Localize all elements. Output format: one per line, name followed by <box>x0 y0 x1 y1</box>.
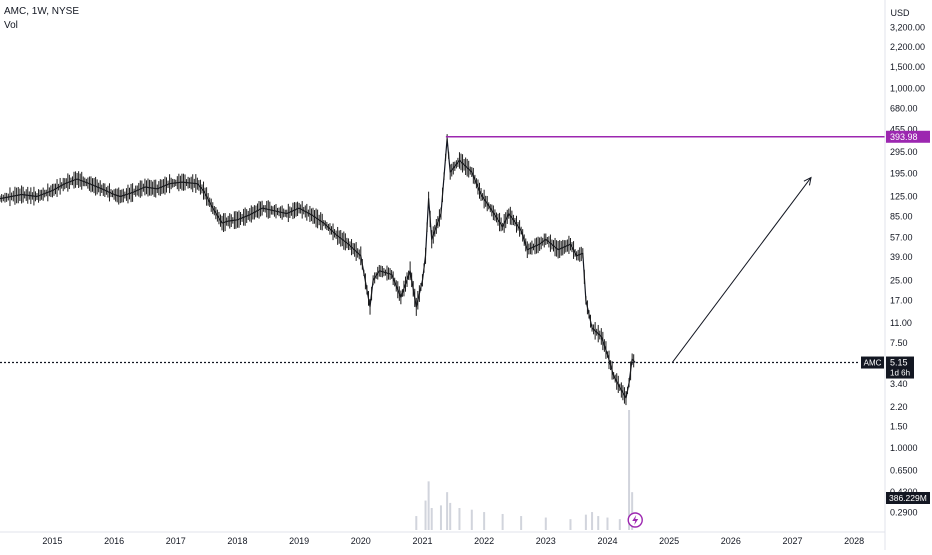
currency-label[interactable]: USD <box>890 8 910 18</box>
volume-bar <box>628 410 631 530</box>
x-tick-label: 2026 <box>721 536 741 546</box>
volume-bar <box>470 509 473 530</box>
volume-bar <box>458 508 461 530</box>
x-tick-label: 2015 <box>42 536 62 546</box>
volume-indicator-label[interactable]: Vol <box>4 20 18 31</box>
volume-axis-badge <box>886 492 930 504</box>
volume-bar <box>483 512 486 530</box>
y-tick-label: 7.50 <box>890 338 908 348</box>
x-tick-label: 2016 <box>104 536 124 546</box>
y-tick-label: 1.0000 <box>890 443 918 453</box>
symbol-badge-text: AMC <box>864 359 882 368</box>
volume-bar <box>591 512 594 530</box>
volume-bar <box>520 516 523 530</box>
price-series <box>0 134 636 406</box>
x-tick-label: 2022 <box>474 536 494 546</box>
volume-bars <box>415 410 634 530</box>
volume-bar <box>430 508 433 530</box>
y-tick-label: 3.40 <box>890 379 908 389</box>
y-tick-label: 1.50 <box>890 422 908 432</box>
y-tick-label: 25.00 <box>890 275 913 285</box>
y-tick-label: 39.00 <box>890 252 913 262</box>
price-axis[interactable]: USD 3,200.00 2,200.00 1,500.00 1,000.00 680.0… <box>884 0 925 550</box>
chart-legend: AMC, 1W, NYSE Vol <box>4 5 79 33</box>
x-tick-label: 2028 <box>844 536 864 546</box>
y-tick-label: 455.00 <box>890 124 918 134</box>
volume-bar <box>584 514 587 530</box>
y-tick-label: 1,000.00 <box>890 83 925 93</box>
x-tick-label: 2020 <box>351 536 371 546</box>
x-tick-label: 2018 <box>227 536 247 546</box>
arrow-head <box>803 176 812 186</box>
flash-event-icon[interactable] <box>627 512 643 528</box>
symbol-badge <box>861 356 884 369</box>
y-tick-label: 195.00 <box>890 168 918 178</box>
volume-bar <box>544 517 547 530</box>
time-axis[interactable]: 2015 2016 2017 2018 2019 2020 2021 2022 2023 2024… <box>0 531 885 546</box>
volume-bar <box>449 502 452 530</box>
y-tick-label: 125.00 <box>890 192 918 202</box>
y-tick-label: 57.00 <box>890 232 913 242</box>
x-tick-label: 2025 <box>659 536 679 546</box>
volume-bar <box>439 505 442 530</box>
volume-bar <box>597 516 600 530</box>
projection-arrow[interactable] <box>671 177 812 363</box>
y-tick-label: 85.00 <box>890 212 913 222</box>
x-tick-label: 2019 <box>289 536 309 546</box>
volume-bar <box>415 516 418 530</box>
annotations[interactable] <box>0 136 885 528</box>
y-tick-label: 680.00 <box>890 103 918 113</box>
x-tick-label: 2017 <box>166 536 186 546</box>
y-tick-label: 0.4300 <box>890 487 918 497</box>
x-tick-label: 2023 <box>536 536 556 546</box>
y-tick-label: 11.00 <box>890 318 912 328</box>
volume-bar <box>424 500 427 530</box>
bar-countdown: 1d 6h <box>890 369 910 378</box>
y-tick-label: 0.6500 <box>890 465 918 475</box>
volume-bar <box>501 513 504 530</box>
y-tick-label: 2,200.00 <box>890 42 925 52</box>
y-tick-label: 295.00 <box>890 147 918 157</box>
volume-bar <box>606 517 609 530</box>
x-tick-label: 2027 <box>782 536 802 546</box>
volume-bar <box>446 492 449 530</box>
y-tick-label: 17.00 <box>890 295 913 305</box>
volume-axis-value: 386.229M <box>889 493 927 503</box>
volume-bar <box>569 519 572 530</box>
x-tick-label: 2021 <box>412 536 432 546</box>
y-tick-label: 1,500.00 <box>890 62 925 72</box>
resistance-value: 393.98 <box>890 132 918 142</box>
volume-bar <box>631 492 634 530</box>
y-tick-label: 3,200.00 <box>890 23 925 33</box>
y-tick-label: 2.20 <box>890 402 908 412</box>
volume-bar <box>427 481 430 530</box>
volume-bar <box>618 519 621 530</box>
last-price-value: 5.15 <box>890 358 908 368</box>
symbol-title[interactable]: AMC, 1W, NYSE <box>4 6 80 17</box>
y-tick-label: 0.2900 <box>890 507 918 517</box>
last-price-badge <box>886 356 914 379</box>
resistance-axis-badge <box>886 130 930 143</box>
x-tick-label: 2024 <box>597 536 617 546</box>
